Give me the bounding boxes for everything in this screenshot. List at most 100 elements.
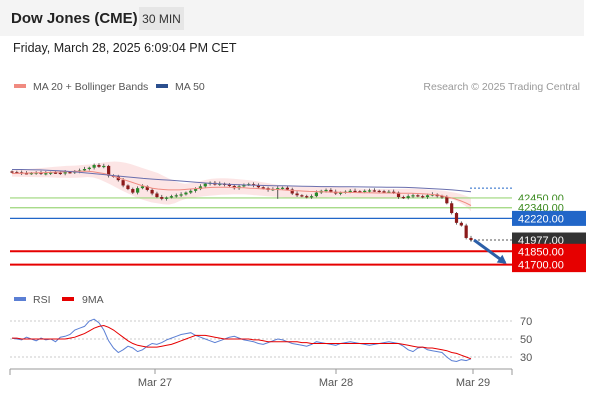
candle-body [121,180,125,186]
candle-body [450,203,454,214]
credit-label: Research © 2025 Trading Central [423,81,580,93]
candle-body [58,172,62,175]
candle-body [256,185,261,188]
candle-body [464,225,468,238]
candle-body [358,191,362,193]
candle-body [367,190,372,192]
bb-legend-label: MA 20 + Bollinger Bands [33,81,148,93]
candle-body [107,165,111,176]
candle-body [309,196,314,198]
candle-body [184,192,188,195]
candle-body [353,190,357,193]
candle-body [145,186,149,190]
candle-body [469,237,473,240]
candle-body [198,186,203,190]
candle-body [126,185,130,190]
candle-body [454,213,459,223]
candle-body [459,222,463,226]
candle-body [314,192,318,197]
rsi-tick-label: 30 [520,352,532,364]
rsi-legend-swatch [14,297,26,301]
candle-body [387,191,391,193]
candle-body [140,186,145,189]
candle-body [261,187,265,189]
candle-body [102,165,106,168]
candle-body [421,196,425,198]
candle-body [401,197,405,199]
datetime-label: Friday, March 28, 2025 6:09:04 PM CET [13,41,237,55]
rsi-tick-label: 50 [520,334,532,346]
candle-body [165,197,169,199]
candle-body [363,190,367,193]
candle-body [169,196,174,198]
candle-body [174,195,178,197]
candle-body [203,183,207,187]
chart-title: Dow Jones (CME) [11,10,138,27]
candle-body [377,190,381,193]
candle-body [280,187,285,189]
candle-body [392,191,396,193]
candle-body [160,197,164,199]
candle-body [53,172,58,174]
level-badge-support [512,257,586,273]
x-axis-tick-label: Mar 28 [319,377,353,389]
candle-body [396,192,401,198]
header-bar: Dow Jones (CME) 30 MIN [0,0,584,36]
level-label-pivot: 42220.00 [518,213,564,225]
x-axis-tick-label: Mar 27 [138,377,172,389]
ma50-line [12,169,472,193]
candle-body [63,172,67,174]
candle-body [372,190,376,192]
rsi-tick-label: 70 [520,316,532,328]
level-badge-last [512,232,586,248]
ma50-legend-label: MA 50 [175,81,205,93]
candle-body [136,188,140,193]
candle-body [44,173,48,175]
timeframe-button[interactable]: 30 MIN [139,7,184,30]
candle-body [82,169,87,171]
candle-body [425,195,430,198]
projection-arrow-head [496,254,507,264]
candle-body [29,173,33,175]
candle-body [87,167,91,170]
bollinger-band-area [12,161,471,212]
candle-body [348,190,352,193]
rsi-line [11,318,472,363]
level-label-support: 41700.00 [518,260,564,272]
candle-body [10,171,14,173]
candle-body [49,172,53,174]
candle-body [285,187,289,190]
candle-body [116,176,120,181]
level-badge-support [512,243,586,259]
candle-body [305,196,309,198]
rsi-legend-label: RSI [33,294,51,306]
level-badge-pivot [512,210,586,226]
x-axis-tick-label: Mar 29 [456,377,490,389]
candle-body [150,189,154,194]
candle-body [445,197,449,204]
candle-body [440,196,444,198]
ma9-legend-label: 9MA [82,294,104,306]
candle-body [416,195,420,197]
candle-body [189,190,193,193]
candle-body [15,172,19,174]
candle-body [300,195,304,197]
candle-body [242,184,246,187]
level-label-support: 41850.00 [518,246,564,258]
candle-body [92,165,96,168]
candle-body [179,194,183,196]
candle-body [97,165,101,167]
candle-body [382,191,386,193]
candle-body [131,189,135,193]
candle-body [276,188,280,190]
candle-body [227,184,232,186]
candle-body [218,183,222,185]
candle-body [68,172,72,174]
rsi-ma9-line [12,324,472,360]
candle-body [39,172,43,174]
candle-body [324,189,328,192]
candle-body [295,193,299,196]
candle-body [406,196,410,198]
ma20-line [11,170,472,206]
